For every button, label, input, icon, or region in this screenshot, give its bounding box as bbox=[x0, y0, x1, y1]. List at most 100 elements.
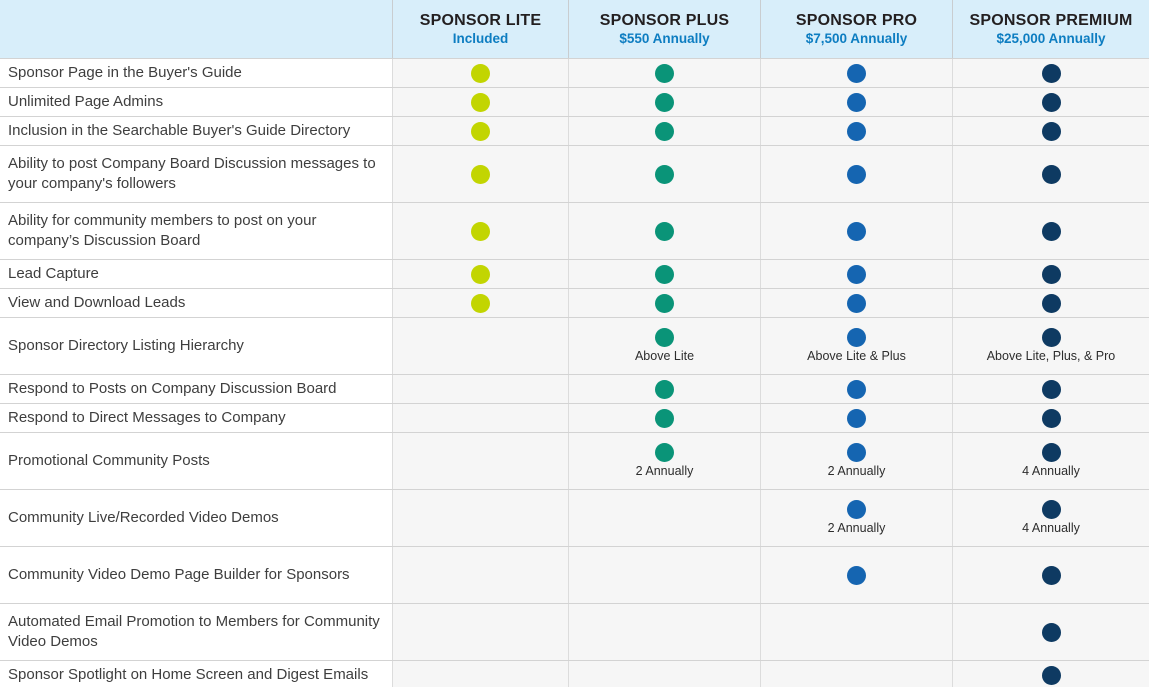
tier-cell-premium bbox=[952, 59, 1149, 87]
table-body: Sponsor Page in the Buyer's Guide Unlimit… bbox=[0, 58, 1149, 687]
tier-cell-lite bbox=[392, 117, 568, 145]
tier-cell-premium bbox=[952, 404, 1149, 432]
tier-cell-pro bbox=[760, 289, 952, 317]
premium-availability-dot-icon bbox=[1041, 565, 1061, 585]
feature-label: Unlimited Page Admins bbox=[0, 88, 392, 116]
feature-row: Respond to Posts on Company Discussion B… bbox=[0, 374, 1149, 403]
premium-availability-dot-icon bbox=[1041, 164, 1061, 184]
plus-availability-dot-icon bbox=[655, 327, 674, 347]
tier-cell-pro bbox=[760, 203, 952, 259]
tier-cell-plus bbox=[568, 260, 760, 288]
lite-availability-dot-icon bbox=[471, 264, 490, 284]
feature-row: Community Live/Recorded Video Demos 2 Ann… bbox=[0, 489, 1149, 546]
tier-cell-plus bbox=[568, 375, 760, 403]
tier-cell-pro: Above Lite & Plus bbox=[760, 318, 952, 374]
tier-cell-pro: 2 Annually bbox=[760, 433, 952, 489]
premium-availability-dot-icon bbox=[1041, 92, 1061, 112]
tier-cell-lite bbox=[392, 289, 568, 317]
premium-availability-dot-icon bbox=[1041, 264, 1061, 284]
tier-cell-pro bbox=[760, 375, 952, 403]
tier-name: SPONSOR PRO bbox=[795, 11, 918, 29]
feature-row: Lead Capture bbox=[0, 259, 1149, 288]
tier-cell-pro: 2 Annually bbox=[760, 490, 952, 546]
tier-cell-premium bbox=[952, 260, 1149, 288]
tier-cell-plus bbox=[568, 59, 760, 87]
tier-cell-plus bbox=[568, 604, 760, 660]
premium-availability-dot-icon bbox=[1041, 327, 1061, 347]
tier-cell-lite bbox=[392, 260, 568, 288]
tier-cell-premium bbox=[952, 289, 1149, 317]
tier-cell-pro bbox=[760, 88, 952, 116]
tier-cell-lite bbox=[392, 375, 568, 403]
tier-cell-lite bbox=[392, 490, 568, 546]
tier-cell-premium: Above Lite, Plus, & Pro bbox=[952, 318, 1149, 374]
feature-row: Ability for community members to post on… bbox=[0, 202, 1149, 259]
plus-availability-dot-icon bbox=[655, 408, 674, 428]
tier-cell-pro bbox=[760, 661, 952, 687]
feature-row: Sponsor Page in the Buyer's Guide bbox=[0, 58, 1149, 87]
tier-cell-premium bbox=[952, 203, 1149, 259]
premium-availability-dot-icon bbox=[1041, 665, 1061, 685]
feature-label: Sponsor Directory Listing Hierarchy bbox=[0, 318, 392, 374]
tier-cell-plus bbox=[568, 490, 760, 546]
premium-availability-dot-icon bbox=[1041, 221, 1061, 241]
tier-cell-premium bbox=[952, 146, 1149, 202]
feature-row: Inclusion in the Searchable Buyer's Guid… bbox=[0, 116, 1149, 145]
pro-availability-dot-icon bbox=[847, 499, 866, 519]
pro-availability-dot-icon bbox=[847, 293, 866, 313]
tier-cell-lite bbox=[392, 404, 568, 432]
tier-cell-plus bbox=[568, 88, 760, 116]
tier-cell-pro bbox=[760, 117, 952, 145]
tier-cell-lite bbox=[392, 59, 568, 87]
lite-availability-dot-icon bbox=[471, 63, 490, 83]
dot-caption: 4 Annually bbox=[1022, 463, 1080, 478]
tier-cell-pro bbox=[760, 146, 952, 202]
pro-availability-dot-icon bbox=[847, 221, 866, 241]
dot-caption: 4 Annually bbox=[1022, 520, 1080, 535]
tier-cell-plus bbox=[568, 289, 760, 317]
tier-cell-plus bbox=[568, 404, 760, 432]
premium-availability-dot-icon bbox=[1041, 293, 1061, 313]
feature-row: Community Video Demo Page Builder for Sp… bbox=[0, 546, 1149, 603]
tier-price: Included bbox=[452, 30, 509, 46]
plus-availability-dot-icon bbox=[655, 442, 674, 462]
feature-label: Respond to Direct Messages to Company bbox=[0, 404, 392, 432]
tier-cell-premium bbox=[952, 604, 1149, 660]
dot-caption: Above Lite, Plus, & Pro bbox=[986, 348, 1116, 363]
feature-label: Lead Capture bbox=[0, 260, 392, 288]
lite-availability-dot-icon bbox=[471, 164, 490, 184]
tier-price: $550 Annually bbox=[619, 30, 710, 46]
table-header-row: SPONSOR LITE Included SPONSOR PLUS $550 Ann… bbox=[0, 0, 1149, 58]
lite-availability-dot-icon bbox=[471, 293, 490, 313]
tier-cell-lite bbox=[392, 661, 568, 687]
tier-cell-plus bbox=[568, 146, 760, 202]
pro-availability-dot-icon bbox=[847, 327, 866, 347]
tier-cell-premium bbox=[952, 547, 1149, 603]
dot-caption: 2 Annually bbox=[635, 463, 694, 478]
tier-cell-premium: 4 Annually bbox=[952, 433, 1149, 489]
tier-cell-plus: Above Lite bbox=[568, 318, 760, 374]
feature-row: Promotional Community Posts 2 Annually 2 A… bbox=[0, 432, 1149, 489]
tier-cell-lite bbox=[392, 604, 568, 660]
feature-label: Community Video Demo Page Builder for Sp… bbox=[0, 547, 392, 603]
tier-cell-pro bbox=[760, 547, 952, 603]
dot-caption: 2 Annually bbox=[827, 520, 886, 535]
plus-availability-dot-icon bbox=[655, 221, 674, 241]
tier-cell-plus bbox=[568, 203, 760, 259]
feature-label: Community Live/Recorded Video Demos bbox=[0, 490, 392, 546]
tier-cell-plus bbox=[568, 117, 760, 145]
premium-availability-dot-icon bbox=[1041, 379, 1061, 399]
tier-cell-premium bbox=[952, 661, 1149, 687]
tier-cell-lite bbox=[392, 547, 568, 603]
tier-cell-pro bbox=[760, 404, 952, 432]
tier-cell-lite bbox=[392, 203, 568, 259]
plus-availability-dot-icon bbox=[655, 293, 674, 313]
feature-label: Promotional Community Posts bbox=[0, 433, 392, 489]
plus-availability-dot-icon bbox=[655, 92, 674, 112]
tier-cell-pro bbox=[760, 604, 952, 660]
tier-cell-pro bbox=[760, 59, 952, 87]
pro-availability-dot-icon bbox=[847, 565, 866, 585]
feature-label: Automated Email Promotion to Members for… bbox=[0, 604, 392, 660]
tier-price: $25,000 Annually bbox=[996, 30, 1106, 46]
